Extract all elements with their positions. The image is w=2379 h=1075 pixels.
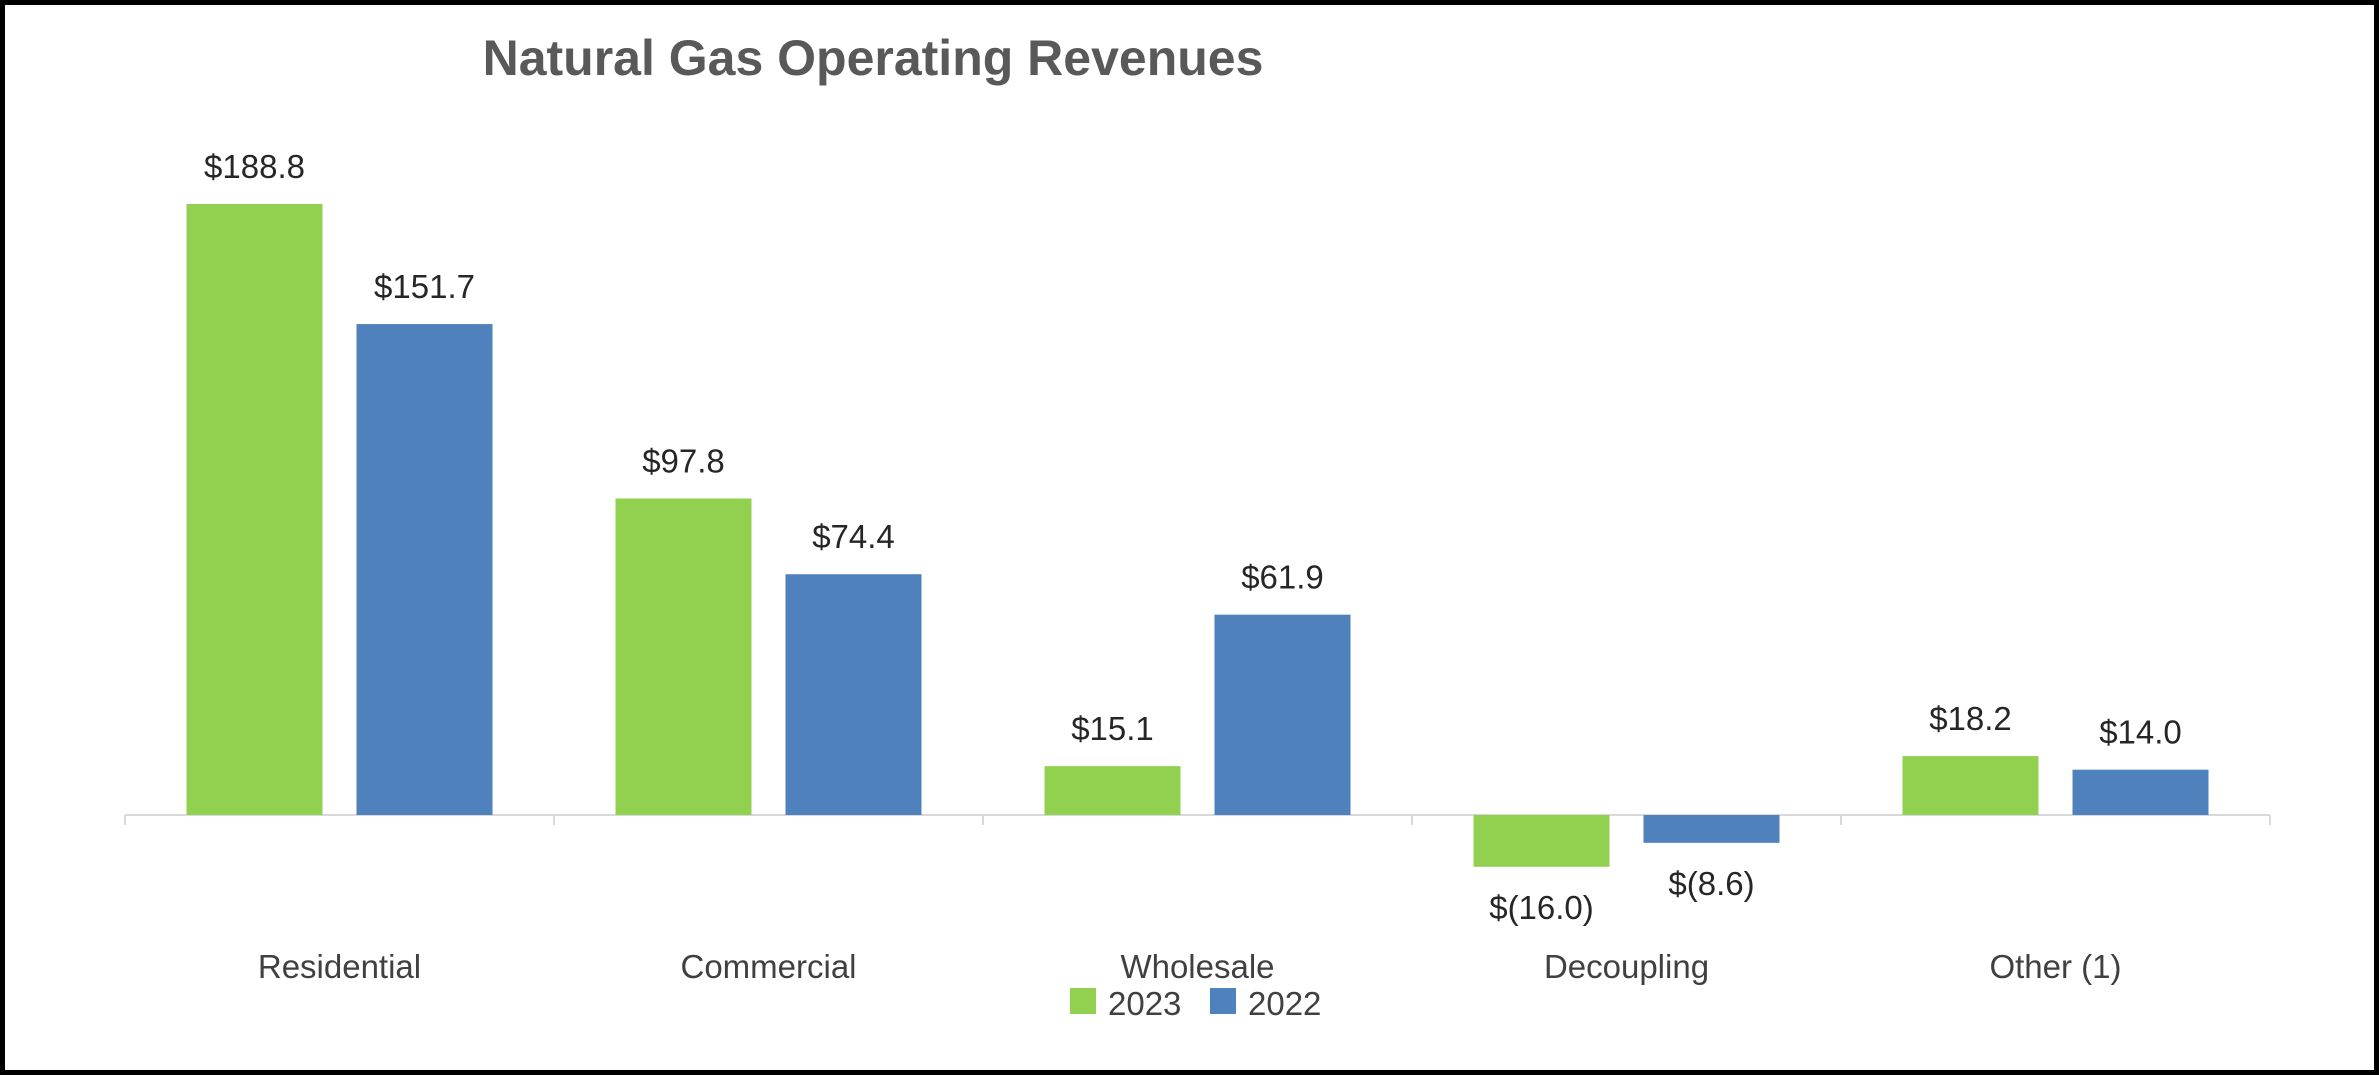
legend-label-2023: 2023: [1108, 985, 1181, 1022]
data-label-other-1-2022: $14.0: [2099, 714, 2182, 751]
data-label-commercial-2022: $74.4: [812, 518, 895, 555]
data-label-decoupling-2022: $(8.6): [1668, 865, 1754, 902]
category-label-commercial: Commercial: [680, 948, 856, 985]
data-label-other-1-2023: $18.2: [1929, 700, 2012, 737]
bar-wholesale-2023: [1044, 766, 1181, 815]
data-label-decoupling-2023: $(16.0): [1489, 889, 1594, 926]
bar-commercial-2023: [615, 498, 752, 815]
bar-other-1-2023: [1902, 756, 2039, 815]
data-label-residential-2023: $188.8: [204, 148, 305, 185]
legend-swatch-2023: [1070, 988, 1096, 1014]
bar-wholesale-2022: [1214, 614, 1351, 815]
legend-swatch-2022: [1210, 988, 1236, 1014]
chart-title: Natural Gas Operating Revenues: [483, 30, 1264, 86]
data-label-wholesale-2023: $15.1: [1071, 710, 1154, 747]
category-label-other-1: Other (1): [1989, 948, 2121, 985]
data-label-commercial-2023: $97.8: [642, 442, 725, 479]
category-label-residential: Residential: [258, 948, 421, 985]
chart-canvas: Natural Gas Operating Revenues $188.8 $15…: [124, 30, 2271, 1022]
legend-label-2022: 2022: [1248, 985, 1321, 1022]
bar-decoupling-2022: [1643, 815, 1780, 843]
bar-other-1-2022: [2072, 769, 2209, 815]
category-label-wholesale: Wholesale: [1120, 948, 1274, 985]
data-label-residential-2022: $151.7: [374, 268, 475, 305]
bar-residential-2023: [186, 204, 323, 815]
category-label-decoupling: Decoupling: [1544, 948, 1709, 985]
bar-commercial-2022: [785, 574, 922, 815]
bar-residential-2022: [356, 324, 493, 815]
bar-decoupling-2023: [1473, 815, 1610, 867]
data-label-wholesale-2022: $61.9: [1241, 559, 1324, 596]
